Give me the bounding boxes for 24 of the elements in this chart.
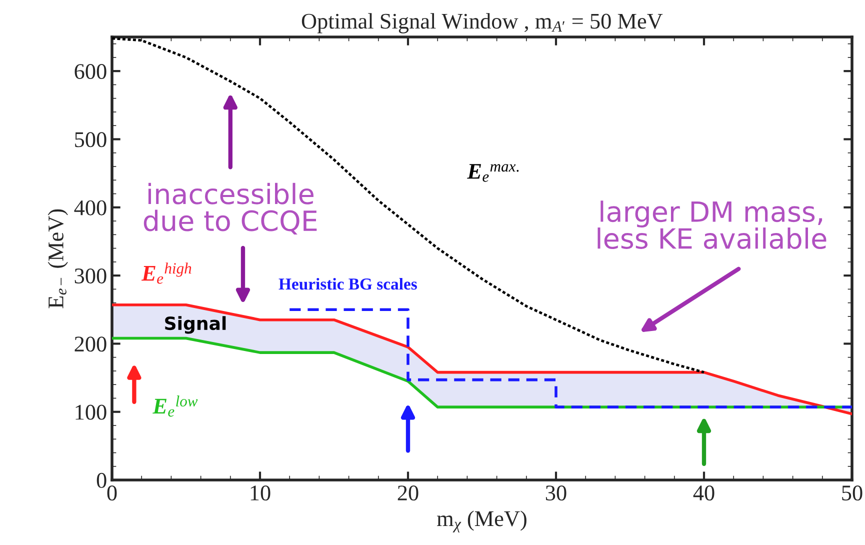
y-tick-label: 600 bbox=[74, 64, 106, 80]
x-axis-title: m$_{χ}$ (MeV) bbox=[437, 510, 526, 532]
y-tick-label: 200 bbox=[74, 336, 106, 352]
x-tick-label: 20 bbox=[398, 486, 418, 500]
y-tick-label: 0 bbox=[96, 472, 106, 488]
text: E$_{e}$$^{max.}$ bbox=[467, 164, 519, 182]
x-tick-label: 0 bbox=[107, 486, 117, 500]
x-tick-label: 10 bbox=[250, 486, 270, 500]
annotation: Signal bbox=[165, 316, 226, 334]
series-label: Heuristic BG scales bbox=[278, 278, 417, 290]
y-tick-label: 400 bbox=[74, 200, 106, 216]
annotation: inaccessible due to CCQE bbox=[144, 182, 317, 234]
text: E$_{e}$$^{low}$ bbox=[152, 396, 198, 417]
x-tick-label: 40 bbox=[693, 486, 714, 500]
chart-title: Optimal Signal Window , m$_{A′}$ = 50 MeV bbox=[302, 13, 663, 34]
series-label: E$_{e}$$^{high}$ bbox=[141, 262, 192, 284]
x-tick-label: 30 bbox=[546, 486, 566, 500]
y-tick-label: 100 bbox=[76, 404, 106, 420]
x-tick-label: 50 bbox=[842, 486, 862, 500]
line-series bbox=[112, 303, 852, 416]
annotation: larger DM mass, less KE available bbox=[598, 200, 826, 249]
y-tick-label: 300 bbox=[74, 268, 106, 284]
y-tick-label: 500 bbox=[75, 132, 106, 148]
y-axis-title: E$_{e−}$ (MeV) bbox=[48, 209, 68, 308]
